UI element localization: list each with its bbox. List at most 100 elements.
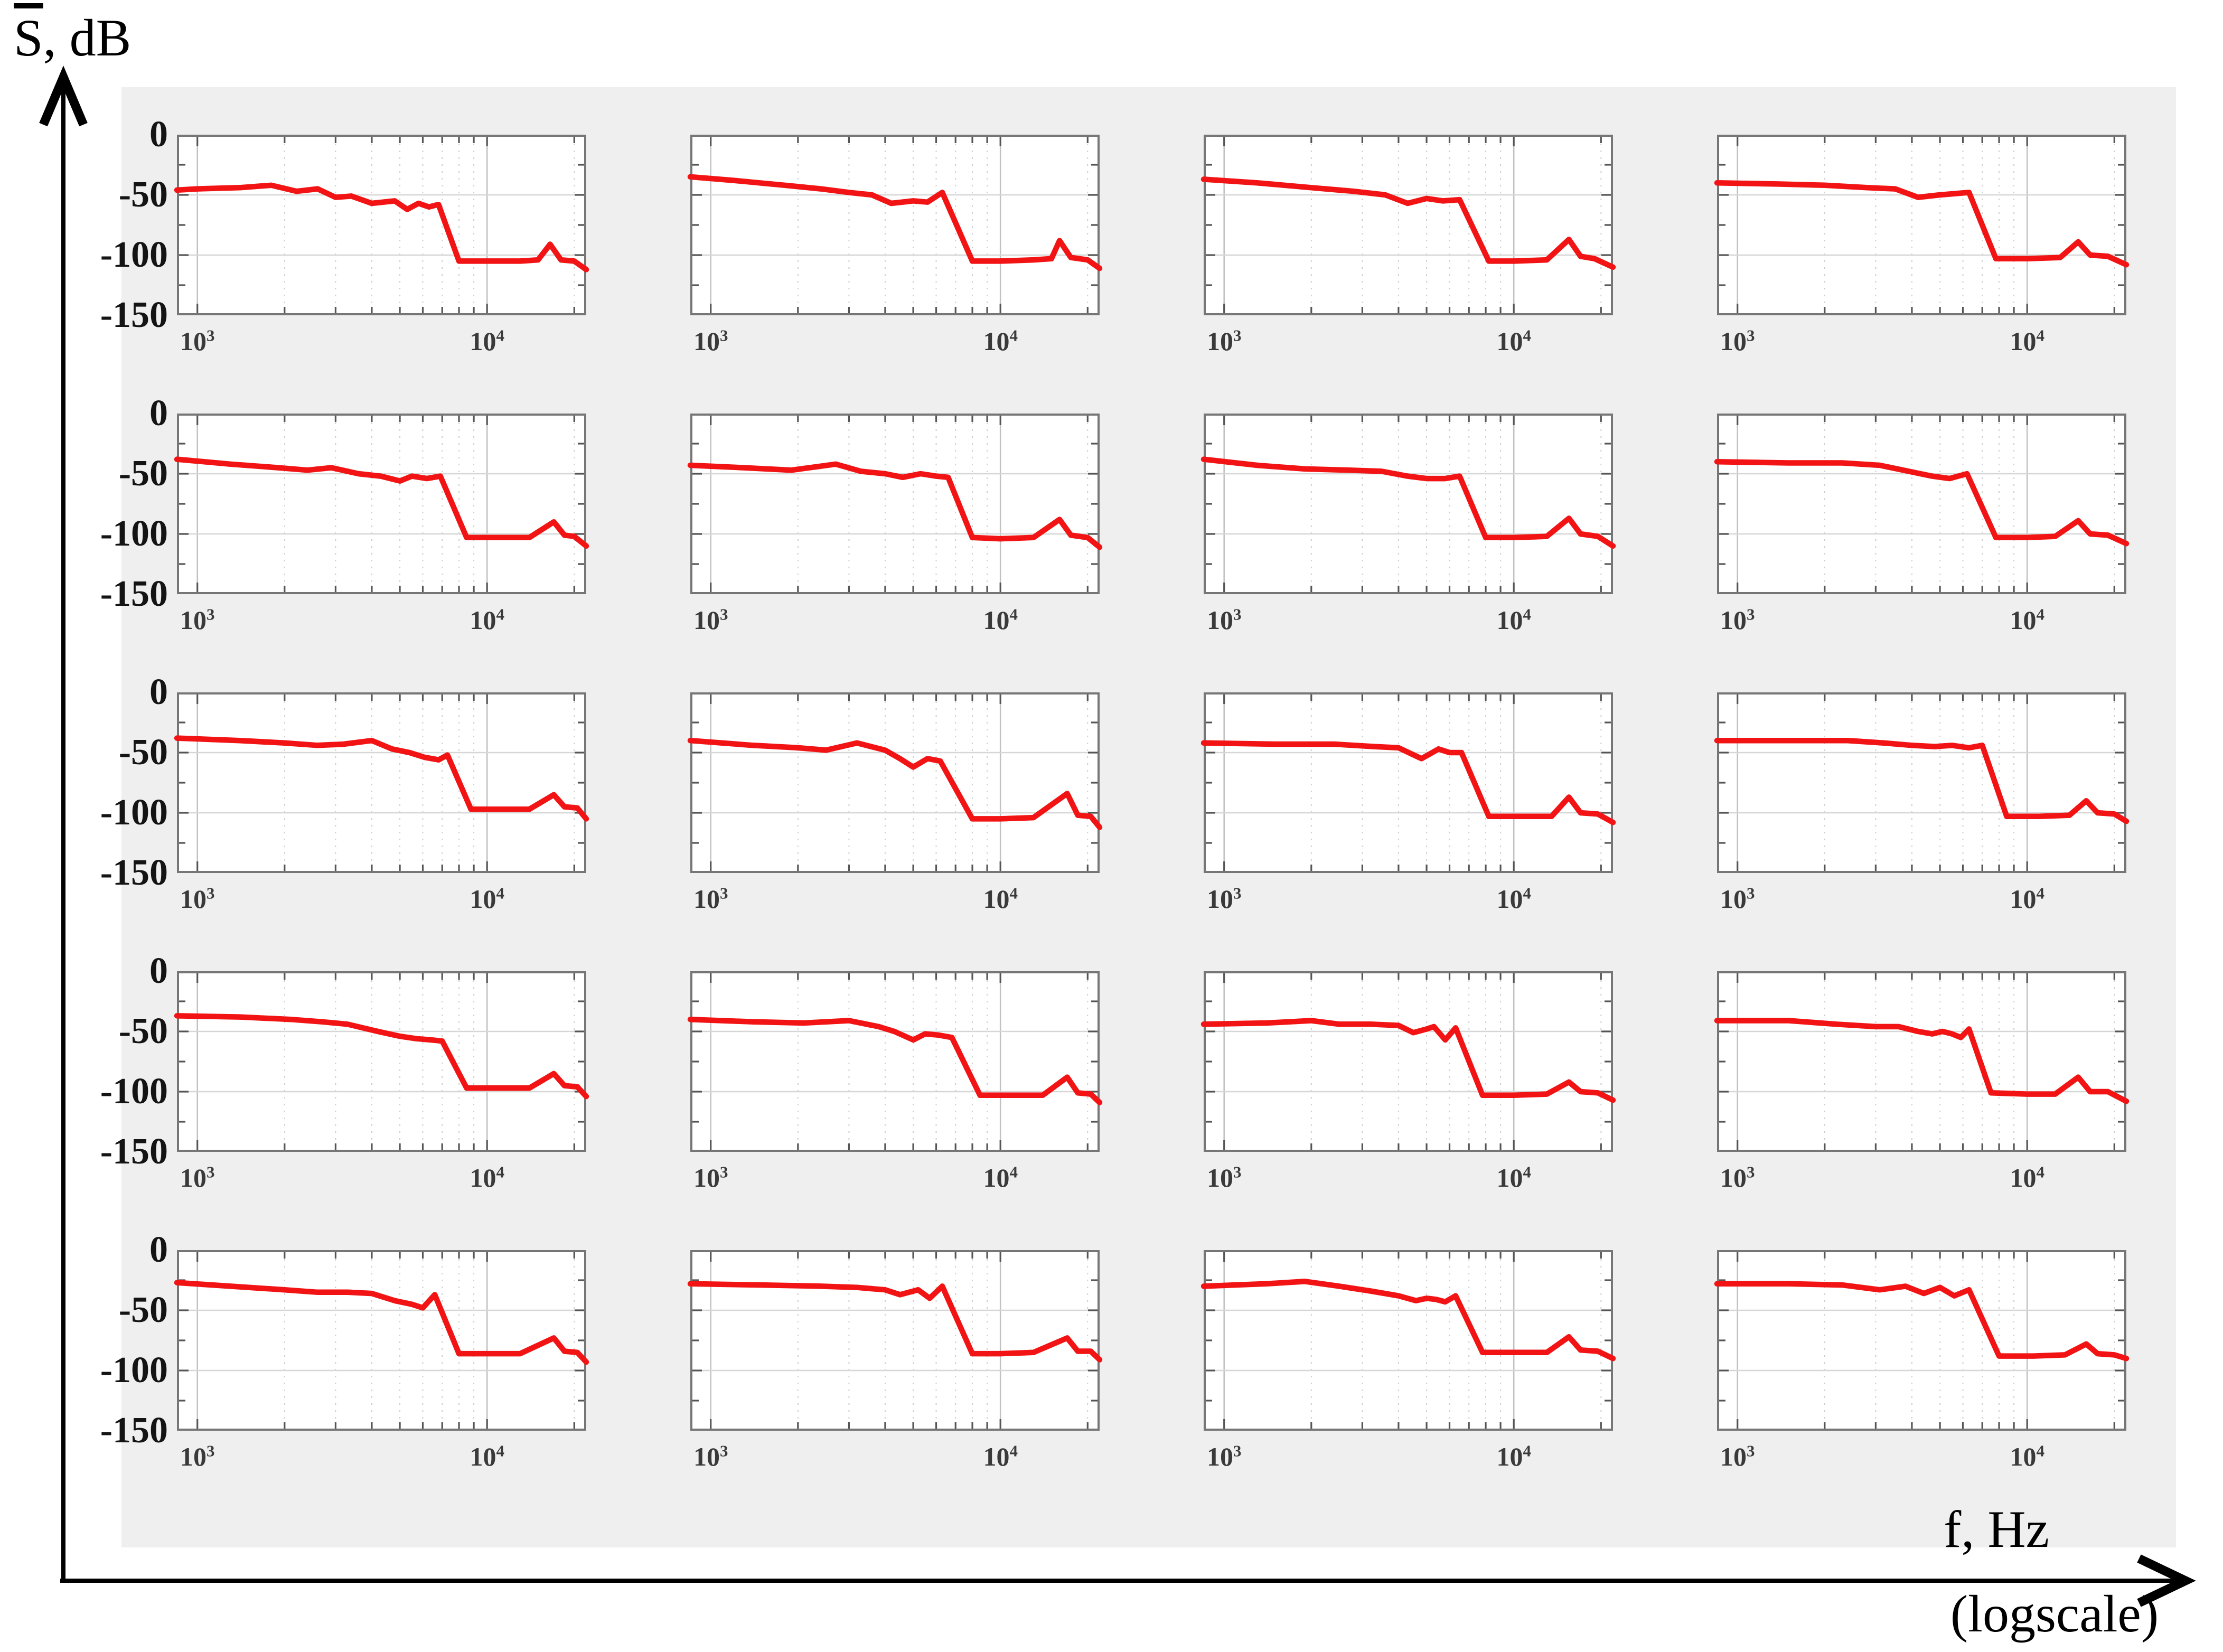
subplot-r2c1: 0 -50 -100 -150 103 104 (100, 393, 589, 635)
y-tick-label: -50 (118, 1290, 168, 1330)
y-tick-label: 0 (149, 951, 168, 991)
x-tick-exponent: 4 (496, 1441, 504, 1460)
x-tick-label: 104 (1496, 326, 1531, 356)
x-tick-label: 103 (1720, 1162, 1755, 1193)
plot-area (174, 971, 589, 1152)
x-tick-label: 103 (1207, 326, 1242, 356)
x-tick-base: 10 (983, 884, 1010, 914)
plot-area (687, 692, 1103, 873)
spectrum-curve (1714, 737, 2130, 824)
plot-box (177, 1250, 586, 1431)
x-tick-exponent: 3 (206, 326, 215, 345)
y-tick-label: 0 (149, 672, 168, 712)
x-tick-exponent: 4 (1523, 884, 1531, 903)
subplot-r4c1: 0 -50 -100 -150 103 104 (100, 951, 589, 1193)
y-tick-label: -150 (100, 852, 168, 893)
subplot-r2c2: 103 104 (687, 414, 1103, 635)
x-tick-base: 10 (1206, 605, 1233, 635)
x-tick-label: 104 (1496, 605, 1531, 635)
x-tick-base: 10 (470, 1442, 496, 1471)
y-tick-label: -100 (100, 792, 168, 833)
plot-area (1714, 1250, 2130, 1431)
subplot-r2c4: 103 104 (1714, 414, 2130, 635)
x-tick-base: 10 (1206, 884, 1233, 914)
x-tick-base: 10 (1496, 884, 1523, 914)
subplot-r5c3: 103 104 (1200, 1250, 1616, 1471)
spectrum-curve (174, 735, 589, 822)
x-tick-base: 10 (983, 326, 1010, 356)
plot-box (690, 692, 1100, 873)
y-tick-label: 0 (149, 393, 168, 434)
y-axis-label: S, dB (14, 7, 131, 68)
x-tick-base: 10 (470, 1163, 496, 1193)
plot-area (1200, 135, 1616, 315)
x-tick-label: 104 (983, 326, 1018, 356)
y-tick-label: -150 (100, 1410, 168, 1451)
x-tick-exponent: 4 (1523, 1162, 1531, 1181)
plot-box (690, 1250, 1100, 1431)
x-tick-base: 10 (1720, 605, 1747, 635)
x-tick-base: 10 (1206, 1163, 1233, 1193)
x-tick-label: 104 (1496, 1162, 1531, 1193)
x-tick-base: 10 (693, 884, 720, 914)
x-tick-base: 10 (1720, 1442, 1747, 1471)
y-axis-symbol: S (14, 8, 43, 67)
x-tick-exponent: 3 (1746, 1162, 1755, 1181)
subplot-r1c4: 103 104 (1714, 135, 2130, 356)
plot-area (1714, 414, 2130, 594)
x-tick-label: 104 (1496, 884, 1531, 914)
spectrum-curve (1714, 458, 2130, 547)
plot-box (1717, 135, 2126, 315)
plot-box (690, 971, 1100, 1152)
x-tick-label: 103 (693, 326, 728, 356)
x-tick-exponent: 4 (1523, 1441, 1531, 1460)
plot-area (1200, 971, 1616, 1152)
plot-area (1714, 692, 2130, 873)
x-tick-label: 103 (1720, 326, 1755, 356)
x-tick-exponent: 4 (496, 1162, 504, 1181)
y-tick-label: -150 (100, 295, 168, 335)
x-tick-base: 10 (1496, 1163, 1523, 1193)
x-tick-base: 10 (2010, 1442, 2037, 1471)
x-tick-exponent: 3 (206, 605, 215, 624)
subplot-r5c4: 103 104 (1714, 1250, 2130, 1471)
subplot-r3c1: 0 -50 -100 -150 103 104 (100, 672, 589, 914)
spectrum-curve (174, 1280, 589, 1365)
x-tick-label: 103 (1207, 1441, 1242, 1472)
subplot-r1c2: 103 104 (687, 135, 1103, 356)
x-tick-base: 10 (1720, 326, 1747, 356)
spectrum-curve (1714, 180, 2130, 268)
plot-area (174, 692, 589, 873)
plot-box (1717, 1250, 2126, 1431)
x-tick-exponent: 4 (1009, 1162, 1018, 1181)
y-tick-label: -50 (118, 1011, 168, 1052)
x-tick-label: 104 (2010, 326, 2044, 356)
plot-box (690, 414, 1100, 594)
plot-area (1714, 971, 2130, 1152)
subplot-r3c2: 103 104 (687, 692, 1103, 914)
x-tick-label: 103 (693, 605, 728, 635)
plot-box (1204, 414, 1613, 594)
x-tick-base: 10 (693, 605, 720, 635)
x-tick-label: 104 (983, 884, 1018, 914)
x-tick-label: 103 (693, 884, 728, 914)
x-tick-base: 10 (1720, 1163, 1747, 1193)
x-tick-label: 104 (470, 1441, 504, 1472)
plot-area (687, 971, 1103, 1152)
x-tick-exponent: 3 (1746, 326, 1755, 345)
spectrum-curve (1200, 740, 1616, 825)
x-tick-base: 10 (180, 884, 207, 914)
plot-area (1200, 414, 1616, 594)
x-tick-exponent: 3 (1746, 884, 1755, 903)
x-tick-label: 103 (180, 605, 215, 635)
x-tick-exponent: 3 (1746, 1441, 1755, 1460)
x-tick-label: 104 (470, 884, 504, 914)
plot-box (1204, 135, 1613, 315)
x-tick-exponent: 4 (496, 326, 504, 345)
x-tick-label: 103 (1720, 884, 1755, 914)
x-tick-exponent: 4 (1009, 1441, 1018, 1460)
subplot-r1c1: 0 -50 -100 -150 103 104 (100, 114, 589, 356)
y-tick-label: 0 (149, 114, 168, 155)
x-tick-label: 103 (1207, 1162, 1242, 1193)
